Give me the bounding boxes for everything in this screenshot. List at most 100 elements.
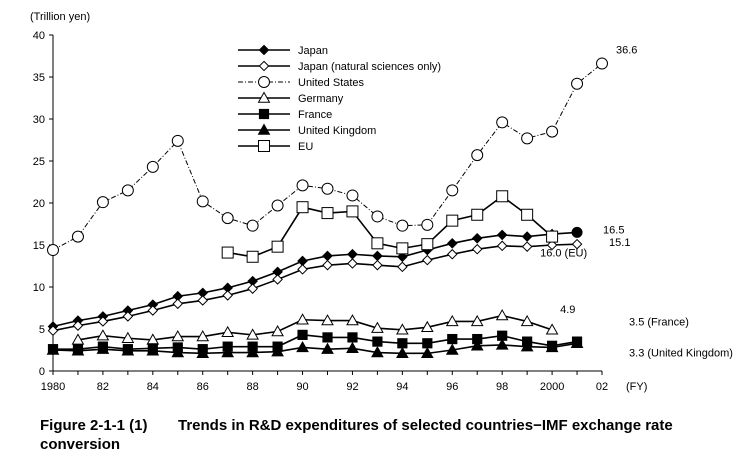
data-point — [257, 123, 271, 135]
series-germany — [71, 309, 559, 345]
data-point — [446, 248, 458, 260]
data-point — [71, 230, 84, 243]
y-tick-label: 30 — [33, 114, 45, 126]
series-united-kingdom — [46, 336, 584, 359]
data-point — [420, 346, 434, 359]
data-point — [146, 344, 160, 356]
legend-item: Japan (natural sciences only) — [238, 60, 441, 73]
data-point — [221, 346, 235, 358]
data-label: 15.1 — [609, 237, 630, 249]
data-point — [296, 201, 309, 214]
data-point — [146, 160, 159, 173]
data-point — [271, 199, 284, 212]
data-point — [397, 338, 408, 349]
data-point — [495, 309, 509, 321]
data-point — [571, 226, 583, 238]
data-point — [221, 325, 235, 338]
data-point — [221, 246, 234, 259]
data-point — [346, 341, 359, 354]
data-point — [470, 314, 484, 327]
data-point — [571, 77, 584, 90]
data-point — [396, 323, 409, 335]
data-point — [271, 240, 284, 253]
data-point — [521, 231, 533, 242]
data-point — [496, 229, 508, 241]
data-point — [396, 242, 409, 255]
data-point — [72, 320, 84, 331]
chart-series — [46, 57, 608, 359]
data-point — [471, 232, 483, 244]
data-point — [258, 108, 270, 120]
chart-annotations: 36.6 16.515.1 16.0 (EU) 4.9 3.5 (France) 3.3 … — [540, 45, 733, 360]
series-line — [52, 63, 603, 251]
data-point — [321, 182, 334, 195]
data-point — [596, 57, 608, 70]
series-united-states — [47, 57, 608, 257]
data-point — [247, 283, 258, 294]
data-point — [297, 329, 308, 340]
data-point — [521, 208, 534, 221]
data-point — [396, 219, 409, 232]
data-point — [447, 333, 458, 345]
legend-label: United States — [298, 77, 365, 89]
data-point — [96, 196, 109, 209]
data-point — [421, 218, 434, 231]
data-point — [122, 311, 134, 322]
data-point — [545, 323, 559, 335]
data-point — [171, 346, 185, 358]
x-tick-label: 2000 — [540, 381, 564, 393]
data-point — [347, 248, 358, 260]
data-point — [396, 346, 409, 359]
data-point — [321, 314, 334, 326]
data-point — [246, 219, 259, 232]
series-eu — [221, 190, 559, 263]
data-point — [147, 305, 159, 316]
data-point — [297, 264, 308, 275]
data-point — [521, 241, 533, 252]
data-point — [258, 140, 270, 152]
data-point — [371, 321, 384, 333]
data-point — [546, 230, 559, 243]
y-tick-label: 5 — [39, 324, 45, 336]
y-tick-label: 25 — [33, 156, 45, 168]
data-point — [520, 314, 534, 327]
series-line — [77, 314, 553, 341]
legend-item: United Kingdom — [238, 123, 376, 137]
data-point — [172, 298, 184, 310]
x-tick-label: 88 — [247, 381, 259, 393]
data-point — [371, 210, 384, 223]
x-tick-label: 96 — [446, 381, 458, 393]
legend-label: France — [298, 109, 332, 121]
data-point — [546, 125, 559, 138]
data-point — [495, 338, 509, 350]
data-point — [546, 239, 558, 251]
data-point — [371, 346, 384, 358]
data-point — [347, 258, 358, 269]
data-point — [196, 195, 209, 208]
data-label: 4.9 — [560, 304, 575, 316]
data-label: 3.3 (United Kingdom) — [629, 347, 733, 359]
data-point — [420, 320, 434, 333]
data-point — [471, 243, 483, 255]
data-point — [96, 342, 110, 354]
data-point — [372, 336, 383, 347]
data-point — [470, 339, 484, 351]
data-point — [571, 238, 583, 250]
x-axis-label: (FY) — [626, 381, 647, 393]
data-point — [322, 332, 333, 343]
data-point — [47, 325, 59, 336]
data-point — [196, 330, 210, 342]
y-tick-label: 0 — [39, 366, 45, 378]
data-point — [397, 261, 408, 273]
x-tick-label: 94 — [396, 381, 408, 393]
data-point — [570, 336, 584, 348]
data-point — [97, 316, 109, 327]
data-point — [246, 346, 259, 358]
chart-axes: 0 5 10 15 20 25 30 35 40 1980 82 84 86 88 90 92 94 96 98 20… — [30, 11, 647, 393]
data-point — [196, 346, 210, 359]
data-point — [422, 254, 433, 266]
data-point — [471, 208, 484, 221]
y-tick-label: 40 — [33, 30, 45, 42]
y-tick-label: 20 — [33, 198, 45, 210]
